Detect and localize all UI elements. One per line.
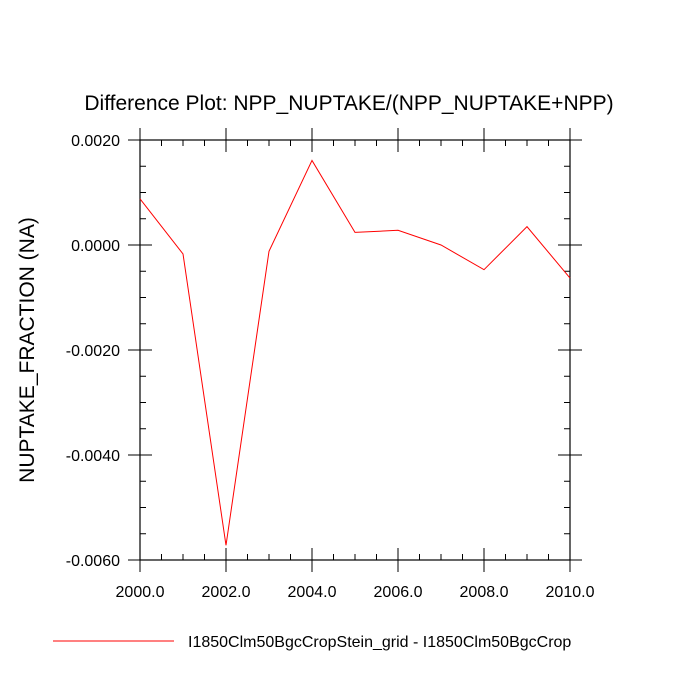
- x-tick-label: 2008.0: [460, 584, 509, 601]
- x-tick-label: 2000.0: [116, 584, 165, 601]
- plot-frame: [139, 139, 571, 561]
- x-tick-label: 2004.0: [288, 584, 337, 601]
- x-tick-label: 2002.0: [202, 584, 251, 601]
- x-minor-ticks: [161, 140, 549, 560]
- chart-title: Difference Plot: NPP_NUPTAKE/(NPP_NUPTAK…: [84, 92, 613, 115]
- legend-label: I1850Clm50BgcCropStein_grid - I1850Clm50…: [188, 634, 571, 651]
- x-tick-labels: 2000.0 2002.0 2004.0 2006.0 2008.0 2010.0: [116, 584, 595, 601]
- y-tick-label: -0.0020: [66, 343, 120, 360]
- y-tick-label: -0.0040: [66, 448, 120, 465]
- series-line: [139, 159, 571, 546]
- series-group: [139, 159, 571, 546]
- x-tick-label: 2006.0: [374, 584, 423, 601]
- legend: I1850Clm50BgcCropStein_grid - I1850Clm50…: [53, 634, 571, 651]
- y-minor-ticks: [140, 165, 570, 535]
- y-tick-labels: 0.0020 0.0000 -0.0020 -0.0040 -0.0060: [66, 133, 120, 570]
- x-tick-label: 2010.0: [546, 584, 595, 601]
- y-tick-label: -0.0060: [66, 553, 120, 570]
- y-axis-ticks: [128, 139, 582, 561]
- y-axis-label: NUPTAKE_FRACTION (NA): [16, 217, 39, 483]
- y-tick-label: 0.0000: [71, 238, 120, 255]
- x-axis-ticks: [139, 128, 571, 572]
- y-tick-label: 0.0020: [71, 133, 120, 150]
